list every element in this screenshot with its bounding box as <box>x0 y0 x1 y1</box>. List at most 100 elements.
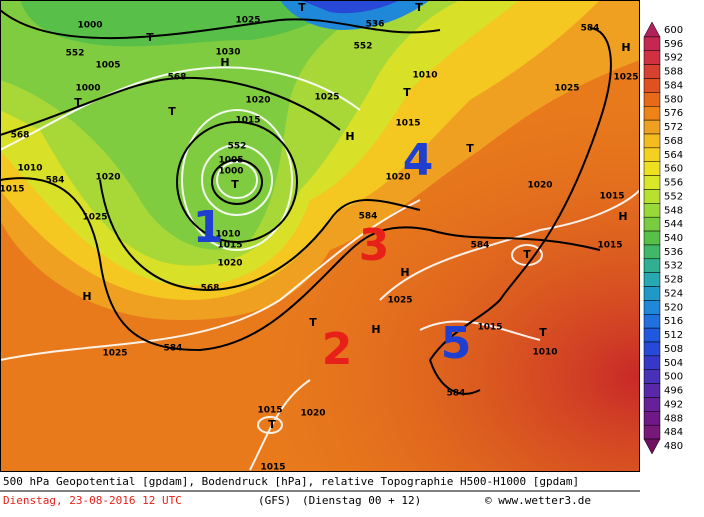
scale-swatch <box>643 78 661 93</box>
scale-swatch <box>643 36 661 52</box>
scale-swatch <box>643 327 661 343</box>
contour-label: 584 <box>359 212 378 222</box>
pressure-marker: T <box>523 248 531 261</box>
pressure-marker: T <box>403 86 411 99</box>
region-number: 5 <box>441 318 472 369</box>
pressure-marker: T <box>298 1 306 14</box>
scale-swatch <box>643 50 661 65</box>
contour-label: 1025 <box>102 349 127 359</box>
pressure-marker: T <box>466 142 474 155</box>
scale-swatch <box>643 314 661 329</box>
contour-label: 1025 <box>554 84 579 94</box>
scale-swatch <box>643 216 661 232</box>
scale-label: 572 <box>664 122 683 133</box>
contour-label: 536 <box>366 20 385 30</box>
contour-label: 1025 <box>314 93 339 103</box>
contour-label: 1020 <box>217 259 242 269</box>
scale-swatch <box>643 258 661 273</box>
color-scale: 600 596 592 588 584 580 576 572 568 564 560 556 552 5… <box>643 21 683 455</box>
scale-label: 580 <box>664 94 683 105</box>
scale-swatch <box>643 272 661 287</box>
scale-swatch <box>643 355 661 370</box>
scale-label: 544 <box>664 219 683 230</box>
contour-label: 1030 <box>215 48 240 58</box>
pressure-marker: H <box>220 56 229 69</box>
map-frame <box>0 0 640 472</box>
scale-swatch <box>643 189 661 204</box>
contour-label: 584 <box>164 344 183 354</box>
contour-label: 1015 <box>597 241 622 251</box>
region-number: 4 <box>403 135 434 186</box>
scale-label: 492 <box>664 399 683 410</box>
contour-label: 1015 <box>235 116 260 126</box>
contour-label: 1005 <box>218 156 243 166</box>
region-number: 2 <box>322 324 353 375</box>
scale-label: 480 <box>664 441 683 452</box>
pressure-marker: T <box>415 1 423 14</box>
scale-label: 596 <box>664 39 683 50</box>
contour-label: 1015 <box>257 406 282 416</box>
contour-label: 568 <box>168 73 187 83</box>
scale-label: 592 <box>664 53 683 64</box>
pressure-marker: H <box>82 290 91 303</box>
scale-label: 600 <box>664 25 683 36</box>
scale-swatch <box>643 300 661 315</box>
contour-label: 584 <box>447 389 466 399</box>
scale-label: 568 <box>664 136 683 147</box>
pressure-marker: T <box>231 178 239 191</box>
pressure-marker: H <box>400 266 409 279</box>
scale-swatch <box>643 147 661 162</box>
footer-description: 500 hPa Geopotential [gpdam], Bodendruck… <box>3 475 579 488</box>
scale-label: 552 <box>664 191 683 202</box>
contour-label: 1010 <box>412 71 437 81</box>
footer-date: Dienstag, 23-08-2016 12 UTC <box>3 494 182 507</box>
contour-label: 1015 <box>217 241 242 251</box>
contour-label: 1000 <box>218 167 243 177</box>
scale-swatch <box>643 119 661 135</box>
scale-label: 496 <box>664 386 683 397</box>
scale-swatch <box>643 106 661 121</box>
pressure-marker: H <box>345 130 354 143</box>
contour-label: 1015 <box>395 119 420 129</box>
scale-swatch <box>643 203 661 218</box>
contour-label: 568 <box>11 131 30 141</box>
scale-swatch <box>643 161 661 176</box>
contour-label: 1015 <box>260 463 285 473</box>
scale-label: 484 <box>664 427 683 438</box>
scale-label: 536 <box>664 247 683 258</box>
pressure-marker: T <box>168 105 176 118</box>
scale-swatch <box>643 286 661 301</box>
scale-label: 588 <box>664 67 683 78</box>
scale-label: 500 <box>664 372 683 383</box>
scale-label: 532 <box>664 261 683 272</box>
scale-swatch <box>643 133 661 149</box>
scale-label: 540 <box>664 233 683 244</box>
contour-label: 1025 <box>235 16 260 26</box>
scale-swatch <box>643 369 661 384</box>
region-number: 1 <box>193 202 224 253</box>
region-number: 3 <box>359 220 390 271</box>
scale-swatch <box>643 383 661 398</box>
scale-label: 564 <box>664 150 683 161</box>
scale-label: 528 <box>664 275 683 286</box>
scale-cap <box>643 21 661 38</box>
contour-label: 568 <box>201 284 220 294</box>
contour-label: 552 <box>228 142 247 152</box>
contour-label: 1015 <box>599 192 624 202</box>
contour-label: 1000 <box>77 21 102 31</box>
contour-label: 1015 <box>477 323 502 333</box>
scale-cap <box>643 438 661 455</box>
scale-swatch <box>643 230 661 246</box>
contour-label: 1020 <box>300 409 325 419</box>
contour-label: 1025 <box>613 73 638 83</box>
contour-label: 1000 <box>75 84 100 94</box>
footer-model: (GFS) <box>258 494 291 507</box>
scale-label: 548 <box>664 205 683 216</box>
scale-label: 524 <box>664 288 683 299</box>
footer-copyright: © www.wetter3.de <box>485 494 591 507</box>
scale-label: 488 <box>664 413 683 424</box>
scale-label: 584 <box>664 80 683 91</box>
pressure-marker: H <box>621 41 630 54</box>
scale-label: 560 <box>664 164 683 175</box>
map-area: 552 552 536 568 568 552 584 584 584 584 568 584 584 1… <box>0 0 640 473</box>
